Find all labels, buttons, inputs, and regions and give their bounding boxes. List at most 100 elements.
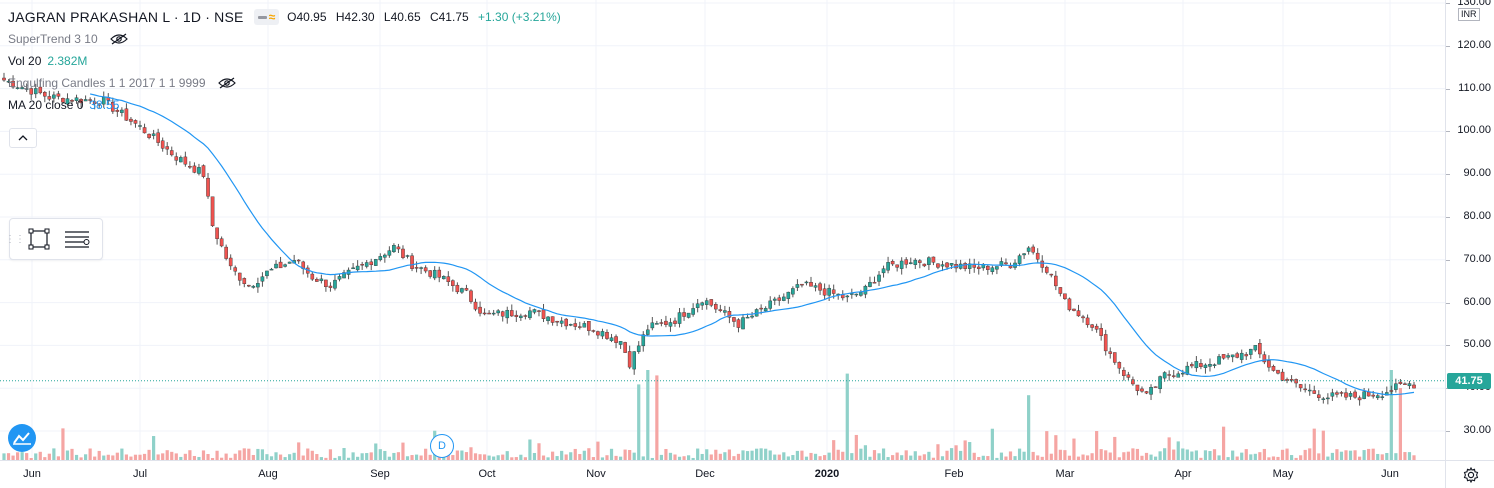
volume-bar — [451, 455, 455, 460]
volume-bar — [1308, 448, 1312, 460]
collapse-legend-button[interactable] — [9, 128, 37, 148]
candle-body — [197, 167, 201, 174]
price-axis-tick — [1446, 174, 1450, 176]
time-axis-label: May — [1272, 468, 1294, 480]
volume-bar — [623, 449, 627, 460]
candle-body — [324, 279, 328, 288]
volume-bar — [387, 456, 391, 460]
candle-body — [555, 320, 559, 323]
candle-body — [890, 260, 895, 265]
volume-bar — [795, 450, 800, 460]
volume-bar — [1208, 451, 1212, 460]
volume-bar — [1085, 455, 1090, 460]
volume-bar — [1249, 454, 1253, 460]
price-axis-tick — [1446, 302, 1450, 304]
dividend-marker[interactable]: D — [430, 434, 454, 458]
volume-bar — [954, 445, 958, 460]
candle-body — [609, 337, 614, 341]
volume-bar — [1321, 430, 1325, 460]
candle-body — [605, 332, 609, 339]
volume-bar — [945, 450, 949, 460]
volume-bar — [174, 453, 178, 460]
candle-body — [827, 287, 831, 296]
volume-bar — [614, 455, 618, 460]
volume-bar — [782, 452, 786, 460]
candle-body — [1044, 266, 1049, 273]
volume-bar — [863, 445, 868, 460]
candle-body — [1339, 392, 1344, 394]
volume-bar — [315, 454, 319, 460]
gear-icon — [1463, 466, 1478, 483]
price-axis[interactable]: INR 130.00 120.00 110.00 100.00 90.00 80.00 70… — [1445, 0, 1494, 460]
volume-bar — [1131, 448, 1135, 460]
volume-bar — [1385, 452, 1389, 460]
volume-bar — [550, 451, 555, 460]
currency-badge[interactable]: INR — [1458, 8, 1480, 21]
last-price-badge: 41.75 — [1447, 372, 1491, 389]
volume-bar — [1412, 455, 1416, 460]
volume-bar — [682, 456, 686, 460]
volume-bar — [93, 456, 97, 460]
candle-body — [233, 267, 238, 272]
volume-bar — [487, 455, 491, 460]
candle-body — [1180, 372, 1185, 375]
volume-bar — [1253, 453, 1257, 460]
candle-body — [913, 259, 918, 265]
volume-bar — [292, 452, 296, 460]
volume-bar — [523, 457, 527, 460]
volume-bar — [510, 457, 514, 460]
volume-bar — [972, 452, 976, 460]
candle-body — [1085, 317, 1090, 326]
candle-body — [446, 276, 451, 283]
candle-body — [1380, 396, 1385, 398]
chart-plot-area[interactable] — [0, 0, 1445, 460]
candle-body — [786, 291, 791, 299]
volume-bar — [777, 454, 781, 460]
candle-body — [1289, 379, 1294, 381]
indicator-supertrend[interactable]: SuperTrend 3 10 — [8, 28, 567, 50]
candle-body — [1058, 287, 1063, 294]
symbol-title[interactable]: JAGRAN PRAKASHAN L · 1D · NSE — [8, 9, 244, 25]
volume-bar — [1049, 453, 1053, 460]
volume-bar — [179, 456, 183, 460]
candle-body — [192, 165, 197, 173]
candle-body — [111, 102, 115, 112]
volume-bar — [609, 448, 614, 460]
drag-handle[interactable]: ⋮⋮ — [5, 233, 25, 245]
eye-off-icon[interactable] — [217, 77, 236, 89]
tradingview-logo[interactable] — [8, 424, 36, 452]
volume-bar — [1081, 454, 1085, 460]
candle-body — [1194, 361, 1199, 369]
volume-bar — [351, 452, 355, 460]
eye-off-icon[interactable] — [109, 33, 128, 45]
volume-bar — [1008, 451, 1013, 460]
candle-body — [800, 283, 804, 286]
time-axis[interactable]: Jun Jul Aug Sep Oct Nov Dec 2020 Feb Mar Apr May Jun — [0, 460, 1445, 488]
candle-body — [641, 334, 646, 347]
volume-bar — [628, 449, 632, 460]
volume-bar — [723, 452, 727, 460]
candle-body — [1316, 394, 1321, 398]
rectangle-tool-button[interactable] — [20, 220, 58, 258]
line-style-button[interactable] — [58, 220, 96, 258]
volume-bar — [102, 455, 106, 460]
volume-bar — [959, 450, 963, 460]
candle-body — [1375, 395, 1380, 399]
chart-settings-button[interactable] — [1445, 460, 1494, 488]
volume-bar — [1262, 448, 1266, 460]
volume-bar — [727, 449, 732, 460]
candle-body — [47, 96, 52, 100]
volume-bar — [11, 455, 15, 460]
indicator-ma[interactable]: MA 20 close 0 38.55 — [8, 94, 567, 116]
candle-body — [636, 345, 641, 352]
volume-bar — [124, 454, 129, 460]
indicator-engulfing[interactable]: Engulfing Candles 1 1 2017 1 1 9999 — [8, 72, 567, 94]
indicator-volume[interactable]: Vol 20 2.382M — [8, 50, 567, 72]
compare-chip[interactable]: ≈ — [253, 9, 280, 25]
volume-bar — [1126, 451, 1130, 460]
candle-body — [24, 88, 29, 90]
candle-body — [92, 101, 97, 104]
candle-body — [886, 262, 890, 271]
volume-bar — [564, 454, 568, 460]
volume-bar — [52, 448, 56, 460]
